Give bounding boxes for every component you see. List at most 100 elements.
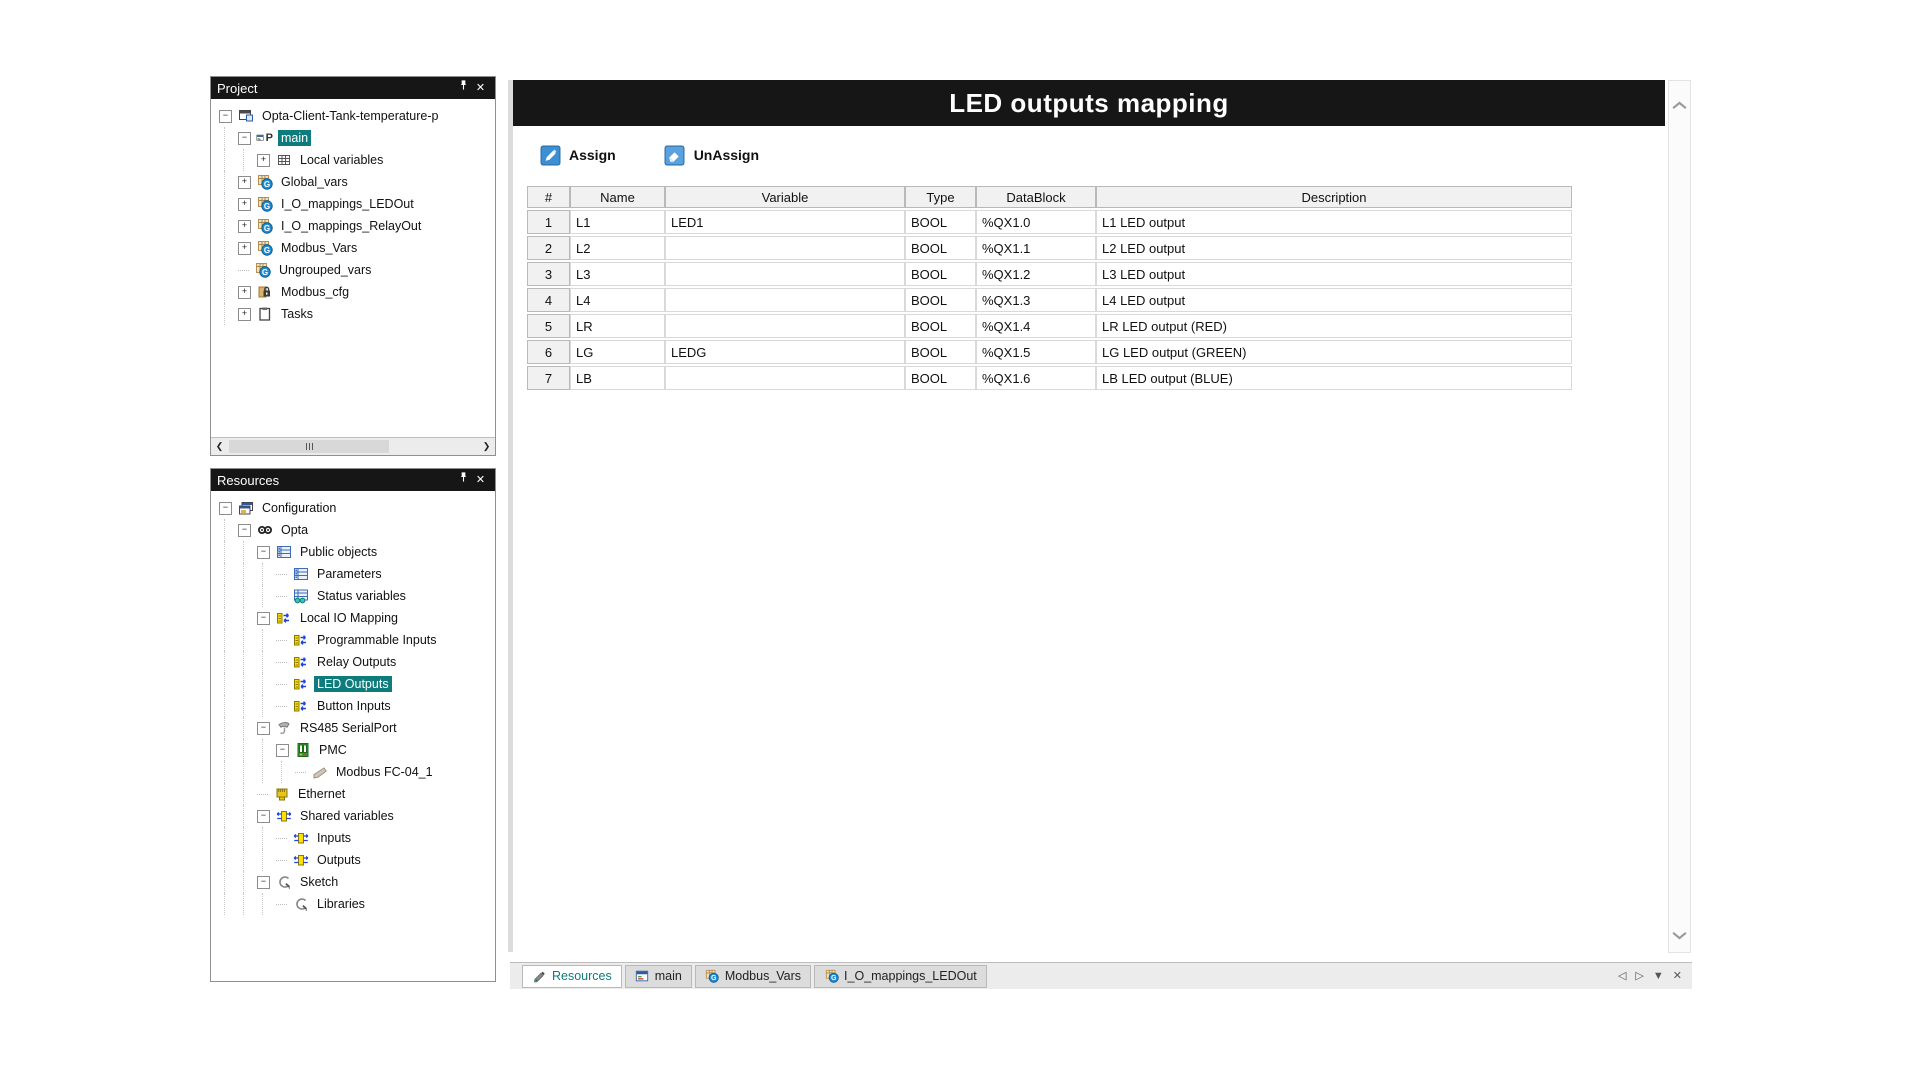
- tree-item-status-variables[interactable]: Status variables: [211, 585, 495, 607]
- tree-item-ethernet[interactable]: Ethernet: [211, 783, 495, 805]
- collapse-toggle-icon[interactable]: −: [257, 721, 270, 735]
- collapse-toggle-icon[interactable]: −: [257, 875, 270, 889]
- collapse-toggle-icon[interactable]: −: [238, 131, 251, 145]
- cell-datablock[interactable]: %QX1.2: [976, 262, 1096, 286]
- cell-name[interactable]: L3: [570, 262, 665, 286]
- tab-i-o-mappings-ledout[interactable]: G I_O_mappings_LEDOut: [814, 964, 987, 988]
- tree-item-modbus-cfg[interactable]: + Modbus_cfg: [211, 281, 495, 303]
- cell-description[interactable]: L3 LED output: [1096, 262, 1572, 286]
- cell-name[interactable]: LR: [570, 314, 665, 338]
- cell-type[interactable]: BOOL: [905, 314, 976, 338]
- tree-item-modbus-fc-04-1[interactable]: Modbus FC-04_1: [211, 761, 495, 783]
- cell-variable[interactable]: LEDG: [665, 340, 905, 364]
- close-icon[interactable]: ✕: [475, 474, 486, 486]
- hscroll-thumb[interactable]: [229, 440, 389, 453]
- cell-[interactable]: 7: [527, 366, 570, 390]
- cell-name[interactable]: LG: [570, 340, 665, 364]
- cell-name[interactable]: LB: [570, 366, 665, 390]
- cell-type[interactable]: BOOL: [905, 210, 976, 234]
- dock-divider[interactable]: [508, 80, 513, 952]
- cell-datablock[interactable]: %QX1.4: [976, 314, 1096, 338]
- unassign-button[interactable]: UnAssign: [664, 144, 759, 166]
- cell-datablock[interactable]: %QX1.0: [976, 210, 1096, 234]
- cell-description[interactable]: L2 LED output: [1096, 236, 1572, 260]
- cell-type[interactable]: BOOL: [905, 236, 976, 260]
- tree-item-outputs[interactable]: Outputs: [211, 849, 495, 871]
- tree-item-opta[interactable]: − Opta: [211, 519, 495, 541]
- cell-name[interactable]: L4: [570, 288, 665, 312]
- cell-description[interactable]: LB LED output (BLUE): [1096, 366, 1572, 390]
- cell-type[interactable]: BOOL: [905, 262, 976, 286]
- cell-variable[interactable]: [665, 262, 905, 286]
- tree-item-i-o-mappings-ledout[interactable]: + G I_O_mappings_LEDOut: [211, 193, 495, 215]
- cell-variable[interactable]: [665, 288, 905, 312]
- scroll-right-icon[interactable]: ❯: [482, 441, 491, 451]
- cell-datablock[interactable]: %QX1.6: [976, 366, 1096, 390]
- cell-description[interactable]: LR LED output (RED): [1096, 314, 1572, 338]
- assign-button[interactable]: Assign: [539, 144, 616, 166]
- tree-item-pmc[interactable]: − PMC: [211, 739, 495, 761]
- tab-resources[interactable]: Resources: [522, 964, 622, 988]
- expand-toggle-icon[interactable]: +: [238, 197, 251, 211]
- expand-toggle-icon[interactable]: +: [238, 219, 251, 233]
- cell-[interactable]: 6: [527, 340, 570, 364]
- tree-item-configuration[interactable]: − Configuration: [211, 497, 495, 519]
- tree-item-libraries[interactable]: Libraries: [211, 893, 495, 915]
- tree-item-ungrouped-vars[interactable]: G Ungrouped_vars: [211, 259, 495, 281]
- tree-item-button-inputs[interactable]: Button Inputs: [211, 695, 495, 717]
- tree-item-inputs[interactable]: Inputs: [211, 827, 495, 849]
- expand-toggle-icon[interactable]: +: [238, 241, 251, 255]
- cell-datablock[interactable]: %QX1.5: [976, 340, 1096, 364]
- pin-icon[interactable]: [455, 77, 472, 99]
- tree-item-parameters[interactable]: Parameters: [211, 563, 495, 585]
- cell-description[interactable]: LG LED output (GREEN): [1096, 340, 1572, 364]
- scroll-left-icon[interactable]: ❮: [215, 441, 224, 451]
- cell-[interactable]: 3: [527, 262, 570, 286]
- expand-toggle-icon[interactable]: +: [238, 307, 251, 321]
- cell-description[interactable]: L1 LED output: [1096, 210, 1572, 234]
- collapse-toggle-icon[interactable]: −: [257, 809, 270, 823]
- tree-item-i-o-mappings-relayout[interactable]: + G I_O_mappings_RelayOut: [211, 215, 495, 237]
- cell-variable[interactable]: [665, 236, 905, 260]
- cell-type[interactable]: BOOL: [905, 288, 976, 312]
- tab-main[interactable]: main: [624, 964, 692, 988]
- tab-modbus-vars[interactable]: G Modbus_Vars: [694, 964, 812, 988]
- cell-name[interactable]: L1: [570, 210, 665, 234]
- tree-item-rs485-serialport[interactable]: − RS485 SerialPort: [211, 717, 495, 739]
- cell-type[interactable]: BOOL: [905, 340, 976, 364]
- cell-variable[interactable]: LED1: [665, 210, 905, 234]
- tree-item-local-io-mapping[interactable]: − Local IO Mapping: [211, 607, 495, 629]
- cell-[interactable]: 2: [527, 236, 570, 260]
- tab-scroll-right-icon[interactable]: ▷: [1635, 969, 1644, 982]
- cell-[interactable]: 1: [527, 210, 570, 234]
- expand-toggle-icon[interactable]: +: [238, 175, 251, 189]
- tree-item-sketch[interactable]: − Sketch: [211, 871, 495, 893]
- tree-item-public-objects[interactable]: − Public objects: [211, 541, 495, 563]
- tree-item-global-vars[interactable]: + G Global_vars: [211, 171, 495, 193]
- tree-item-led-outputs[interactable]: LED Outputs: [211, 673, 495, 695]
- cell-variable[interactable]: [665, 366, 905, 390]
- cell-variable[interactable]: [665, 314, 905, 338]
- tree-item-programmable-inputs[interactable]: Programmable Inputs: [211, 629, 495, 651]
- collapse-toggle-icon[interactable]: −: [219, 109, 232, 123]
- tab-menu-icon[interactable]: ▼: [1652, 969, 1664, 982]
- tree-item-modbus-vars[interactable]: + G Modbus_Vars: [211, 237, 495, 259]
- cell-description[interactable]: L4 LED output: [1096, 288, 1572, 312]
- tree-item-relay-outputs[interactable]: Relay Outputs: [211, 651, 495, 673]
- pin-icon[interactable]: [455, 469, 472, 491]
- tree-item-opta-client-tank-temperature-p[interactable]: − Opta-Client-Tank-temperature-p: [211, 105, 495, 127]
- collapse-toggle-icon[interactable]: −: [257, 545, 270, 559]
- tab-scroll-left-icon[interactable]: ◁: [1617, 969, 1627, 982]
- cell-datablock[interactable]: %QX1.1: [976, 236, 1096, 260]
- tab-close-icon[interactable]: ✕: [1672, 969, 1682, 982]
- project-hscrollbar[interactable]: ❮ ❯: [211, 437, 495, 455]
- tree-item-shared-variables[interactable]: − Shared variables: [211, 805, 495, 827]
- close-icon[interactable]: ✕: [475, 82, 486, 94]
- collapse-toggle-icon[interactable]: −: [257, 611, 270, 625]
- tree-item-local-variables[interactable]: + Local variables: [211, 149, 495, 171]
- cell-[interactable]: 5: [527, 314, 570, 338]
- expand-toggle-icon[interactable]: +: [257, 153, 270, 167]
- collapse-toggle-icon[interactable]: −: [276, 743, 289, 757]
- cell-datablock[interactable]: %QX1.3: [976, 288, 1096, 312]
